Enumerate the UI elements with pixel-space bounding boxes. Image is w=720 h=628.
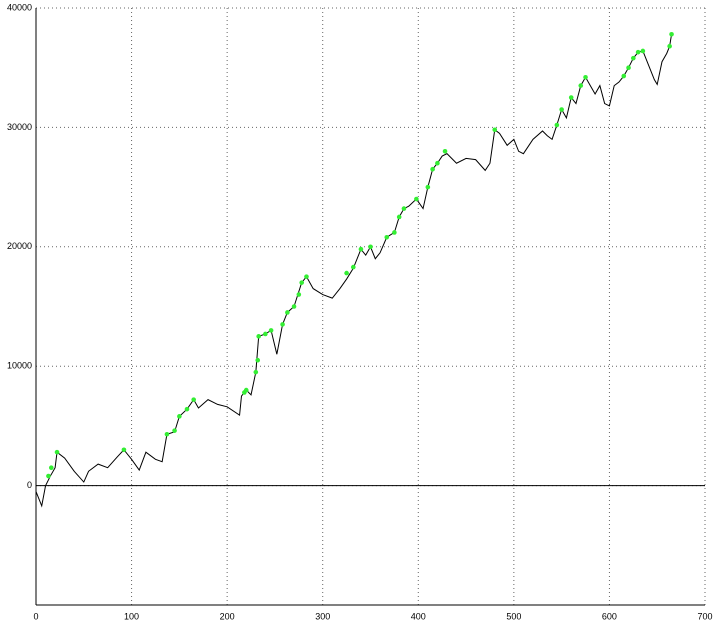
high-marker <box>304 274 309 279</box>
high-marker <box>285 310 290 315</box>
x-tick-label: 700 <box>697 611 712 621</box>
x-tick-label: 100 <box>124 611 139 621</box>
y-tick-label: 40000 <box>7 2 32 12</box>
high-marker <box>621 73 627 79</box>
high-marker <box>299 280 304 285</box>
high-marker <box>568 95 574 100</box>
high-marker <box>401 206 407 211</box>
high-marker <box>344 270 349 276</box>
high-marker <box>669 31 674 37</box>
high-marker <box>578 83 584 88</box>
y-tick-label: 0 <box>27 480 32 490</box>
high-marker <box>384 234 390 240</box>
high-marker <box>640 48 646 54</box>
high-marker <box>253 369 259 375</box>
high-marker <box>350 264 356 270</box>
high-marker <box>256 334 261 339</box>
high-marker <box>368 244 373 250</box>
high-marker <box>280 322 285 327</box>
high-marker <box>392 230 397 235</box>
high-marker <box>425 184 431 190</box>
x-tick-label: 200 <box>220 611 235 621</box>
x-tick-label: 600 <box>602 611 617 621</box>
x-tick-label: 500 <box>506 611 521 621</box>
high-marker <box>396 214 402 220</box>
high-marker <box>442 148 448 154</box>
high-marker <box>631 55 636 61</box>
high-marker <box>435 160 440 166</box>
high-marker <box>177 414 182 419</box>
high-marker <box>255 357 261 363</box>
high-marker <box>191 397 196 402</box>
high-marker <box>559 107 564 112</box>
high-marker <box>626 65 631 70</box>
high-marker <box>583 74 588 80</box>
high-marker <box>358 246 364 252</box>
high-marker <box>46 473 51 479</box>
high-marker <box>430 166 435 172</box>
high-marker <box>291 304 297 309</box>
x-tick-label: 300 <box>315 611 330 621</box>
high-marker <box>635 49 641 55</box>
high-marker <box>184 406 190 412</box>
high-marker <box>667 43 672 49</box>
high-marker <box>172 428 177 433</box>
high-marker <box>164 431 170 437</box>
x-tick-label: 400 <box>411 611 426 621</box>
high-marker <box>492 127 498 133</box>
high-marker <box>296 292 302 297</box>
high-marker <box>121 447 127 453</box>
high-marker <box>414 196 419 202</box>
high-marker <box>268 328 274 333</box>
y-tick-label: 20000 <box>7 241 32 251</box>
y-tick-label: 10000 <box>7 361 32 371</box>
high-marker <box>54 449 60 455</box>
x-tick-label: 0 <box>33 611 38 621</box>
high-marker <box>554 122 560 128</box>
high-marker <box>48 465 54 470</box>
high-marker <box>263 331 268 337</box>
equity-line <box>35 34 673 508</box>
high-marker <box>243 387 249 393</box>
y-tick-label: 30000 <box>7 122 32 132</box>
